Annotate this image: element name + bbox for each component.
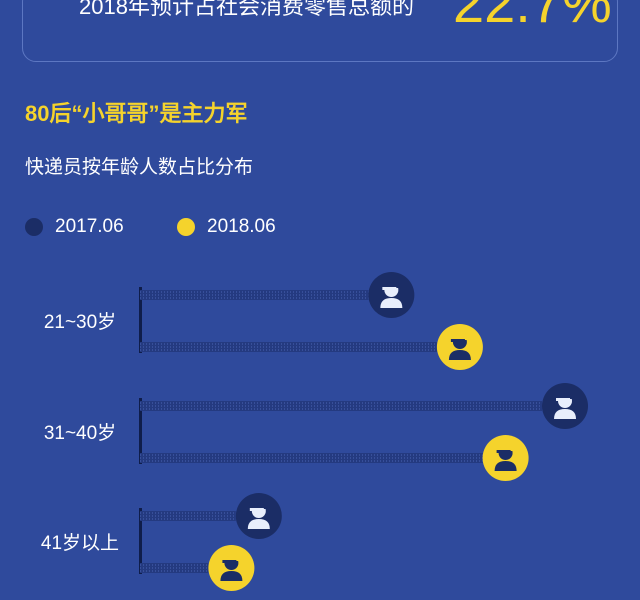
courier-cap — [496, 445, 515, 451]
courier-cap-brim — [249, 508, 264, 511]
bar-2018.06-1 — [140, 342, 437, 352]
courier-cap — [222, 555, 241, 561]
summary-text: 2018年预计占社会消费零售总额的 — [79, 0, 414, 19]
summary-value: 22.7% — [453, 0, 612, 34]
category-label: 41岁以上 — [41, 532, 119, 554]
courier-body — [494, 461, 517, 471]
courier-cap — [249, 503, 268, 509]
courier-icon — [436, 324, 483, 370]
legend-dot-2018 — [177, 218, 195, 236]
category-label: 31~40岁 — [44, 422, 116, 444]
courier-icon — [235, 493, 282, 539]
courier-icon — [208, 545, 255, 591]
courier-cap-brim — [496, 450, 511, 453]
summary-card: 2018年预计占社会消费零售总额的 22.7% — [22, 0, 618, 62]
chart-subtitle: 快递员按年龄人数占比分布 — [25, 157, 254, 178]
bar-2018.06-3 — [140, 563, 209, 573]
section-title: 80后“小哥哥”是主力军 — [25, 101, 248, 126]
courier-cap — [450, 334, 469, 340]
courier-cap-brim — [222, 560, 237, 563]
courier-cap-brim — [450, 339, 465, 342]
courier-body — [448, 350, 471, 360]
axis-segment — [139, 398, 142, 464]
age-distribution-chart: 21~30岁 31~40岁 41岁以上 — [41, 272, 589, 591]
courier-icon — [482, 435, 529, 481]
bar-2017.06-3 — [140, 511, 236, 521]
legend-dot-2017 — [25, 218, 43, 236]
courier-body — [247, 519, 270, 529]
courier-icon — [542, 383, 589, 429]
courier-icon — [368, 272, 415, 318]
axis-segment — [139, 287, 142, 353]
courier-body — [380, 298, 403, 308]
courier-cap-brim — [382, 287, 397, 290]
category-label: 21~30岁 — [44, 311, 116, 333]
courier-body — [554, 409, 577, 419]
courier-body — [220, 571, 243, 581]
legend-label-2018: 2018.06 — [207, 216, 276, 237]
legend-label-2017: 2017.06 — [55, 216, 124, 237]
courier-cap — [382, 282, 401, 288]
axis-segment — [139, 508, 142, 574]
courier-cap — [556, 393, 575, 399]
courier-cap-brim — [556, 398, 571, 401]
